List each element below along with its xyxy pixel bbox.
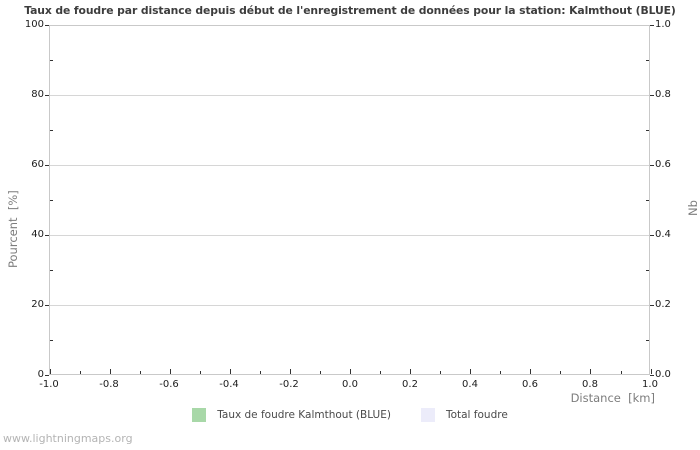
tick-mark [646, 59, 649, 61]
tick-mark [79, 371, 81, 374]
tick-mark [50, 59, 53, 61]
left-axis-title: Pourcent [%] [6, 190, 20, 268]
gridline [50, 95, 649, 96]
tick-mark [410, 369, 412, 374]
tick-mark [45, 304, 49, 306]
gridline [50, 305, 649, 306]
x-tick-label: -0.2 [279, 379, 299, 390]
tick-mark [530, 369, 532, 374]
legend-label: Taux de foudre Kalmthout (BLUE) [217, 409, 391, 421]
tick-mark [650, 369, 652, 374]
y-left-tick-label: 80 [31, 89, 44, 100]
gridline [50, 165, 649, 166]
legend-label: Total foudre [445, 409, 508, 421]
tick-mark [650, 164, 654, 166]
x-tick-label: 0.6 [522, 379, 538, 390]
tick-mark [45, 164, 49, 166]
tick-mark [50, 269, 53, 271]
tick-mark [350, 369, 351, 374]
tick-mark [289, 369, 291, 374]
right-axis-title: Nb [686, 200, 700, 216]
tick-mark [169, 369, 171, 374]
tick-mark [646, 129, 649, 131]
tick-mark [650, 94, 654, 96]
y-left-tick-label: 20 [31, 299, 44, 310]
tick-mark [650, 374, 654, 376]
tick-mark [650, 24, 654, 26]
tick-mark [45, 94, 49, 96]
tick-mark [440, 371, 442, 374]
tick-mark [49, 369, 51, 374]
tick-mark [620, 371, 622, 374]
tick-mark [650, 234, 654, 236]
y-left-tick-label: 100 [24, 19, 44, 30]
legend-item: Total foudre [420, 408, 508, 422]
x-tick-label: -1.0 [39, 379, 59, 390]
tick-mark [646, 339, 649, 341]
tick-mark [646, 269, 649, 271]
y-right-tick-label: 0.2 [655, 299, 671, 310]
y-right-tick-label: 0.8 [655, 89, 671, 100]
tick-mark [45, 24, 49, 26]
x-tick-label: 0.0 [342, 379, 358, 390]
x-tick-label: 0.4 [462, 379, 478, 390]
tick-mark [319, 371, 321, 374]
tick-mark [259, 371, 261, 374]
x-tick-label: -0.4 [219, 379, 239, 390]
tick-mark [380, 371, 382, 374]
tick-mark [45, 234, 49, 236]
x-tick-label: 0.2 [402, 379, 418, 390]
tick-mark [50, 339, 53, 341]
y-right-tick-label: 0.0 [655, 369, 671, 380]
y-right-tick-label: 1.0 [655, 19, 671, 30]
y-right-tick-label: 0.4 [655, 229, 671, 240]
legend-item: Taux de foudre Kalmthout (BLUE) [192, 408, 391, 422]
tick-mark [199, 371, 201, 374]
x-tick-label: -0.8 [99, 379, 119, 390]
y-right-tick-label: 0.6 [655, 159, 671, 170]
x-tick-label: 0.8 [582, 379, 598, 390]
tick-mark [45, 374, 49, 376]
y-left-tick-label: 60 [31, 159, 44, 170]
legend-swatch-total-foudre [420, 408, 435, 422]
tick-mark [500, 371, 502, 374]
tick-mark [50, 129, 53, 131]
x-axis-title: Distance [km] [570, 391, 655, 405]
site-credit: www.lightningmaps.org [3, 432, 133, 445]
legend-swatch-taux-de-foudre [192, 408, 207, 422]
plot-area [49, 25, 652, 375]
legend: Taux de foudre Kalmthout (BLUE) Total fo… [0, 406, 700, 424]
y-left-tick-label: 40 [31, 229, 44, 240]
chart-title: Taux de foudre par distance depuis début… [24, 4, 676, 17]
y-left-tick-label: 0 [37, 369, 44, 380]
tick-mark [560, 371, 562, 374]
tick-mark [50, 199, 53, 201]
tick-mark [590, 369, 592, 374]
tick-mark [229, 369, 231, 374]
gridline [50, 235, 649, 236]
tick-mark [650, 304, 654, 306]
tick-mark [646, 199, 649, 201]
x-tick-label: 1.0 [642, 379, 658, 390]
x-tick-label: -0.6 [159, 379, 179, 390]
tick-mark [139, 371, 141, 374]
tick-mark [470, 369, 472, 374]
tick-mark [109, 369, 111, 374]
